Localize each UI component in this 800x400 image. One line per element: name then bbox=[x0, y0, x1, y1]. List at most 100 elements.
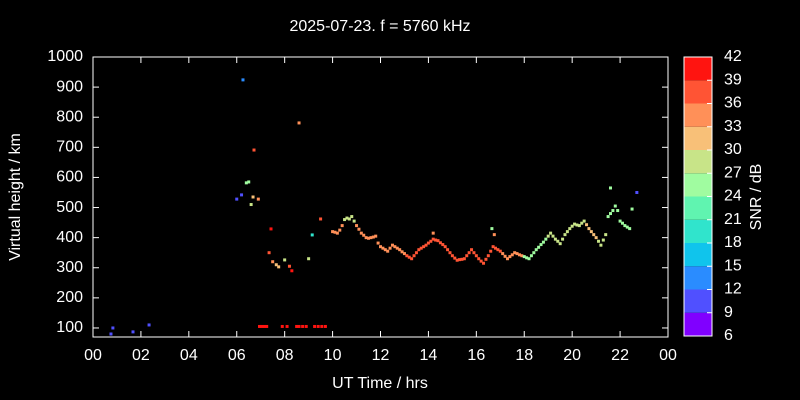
point bbox=[393, 245, 397, 249]
x-tick-label: 00 bbox=[84, 347, 102, 364]
point bbox=[490, 227, 494, 231]
point bbox=[277, 265, 281, 269]
point bbox=[609, 186, 612, 190]
point bbox=[611, 209, 615, 213]
point bbox=[529, 254, 533, 258]
y-tick-label: 900 bbox=[56, 78, 83, 95]
x-tick-label: 08 bbox=[276, 347, 294, 364]
point bbox=[319, 217, 323, 221]
point bbox=[274, 263, 278, 267]
point bbox=[508, 255, 512, 259]
point bbox=[558, 242, 562, 246]
x-tick-label: 00 bbox=[659, 347, 677, 364]
point bbox=[422, 245, 426, 249]
point bbox=[343, 218, 347, 222]
y-tick-label: 100 bbox=[56, 319, 83, 336]
point bbox=[563, 233, 567, 237]
y-tick-label: 300 bbox=[56, 259, 83, 276]
point bbox=[247, 180, 251, 184]
point bbox=[340, 224, 344, 228]
point bbox=[424, 243, 428, 247]
point bbox=[628, 227, 632, 231]
y-tick-label: 700 bbox=[56, 139, 83, 156]
point bbox=[283, 258, 287, 262]
point bbox=[436, 239, 440, 243]
point bbox=[307, 257, 311, 261]
point bbox=[271, 260, 275, 264]
colorbar-band bbox=[684, 289, 712, 313]
colorbar-tick-label: 18 bbox=[724, 234, 742, 251]
point bbox=[374, 234, 378, 238]
colorbar-band bbox=[684, 243, 712, 267]
point bbox=[482, 261, 486, 265]
point bbox=[455, 258, 459, 262]
point bbox=[350, 215, 354, 219]
point bbox=[505, 257, 509, 261]
colorbar-tick-label: 39 bbox=[724, 71, 742, 88]
colorbar-band bbox=[684, 173, 712, 197]
colorbar-band bbox=[684, 219, 712, 243]
point bbox=[395, 246, 399, 250]
x-tick-label: 06 bbox=[228, 347, 246, 364]
point bbox=[625, 225, 629, 229]
point bbox=[532, 251, 536, 255]
colorbar-tick-label: 33 bbox=[724, 118, 742, 135]
point bbox=[335, 231, 339, 235]
colorbar-band bbox=[684, 80, 712, 104]
point bbox=[599, 243, 603, 247]
point bbox=[269, 227, 273, 231]
point bbox=[280, 324, 284, 328]
point bbox=[589, 230, 593, 234]
colorbar-band bbox=[684, 57, 712, 81]
point bbox=[265, 324, 269, 328]
point bbox=[320, 324, 324, 328]
chart-title: 2025-07-23. f = 5760 kHz bbox=[289, 18, 470, 35]
point bbox=[549, 231, 553, 235]
point bbox=[355, 224, 359, 228]
point bbox=[517, 253, 521, 257]
point bbox=[513, 251, 517, 255]
point bbox=[431, 231, 435, 235]
point bbox=[369, 236, 373, 240]
point bbox=[357, 227, 361, 231]
x-tick-label: 16 bbox=[467, 347, 485, 364]
x-axis-label: UT Time / hrs bbox=[332, 375, 428, 392]
colorbar-tick-label: 30 bbox=[724, 141, 742, 158]
point bbox=[376, 241, 380, 245]
point bbox=[544, 237, 548, 241]
point bbox=[402, 252, 406, 256]
colorbar-band bbox=[684, 312, 712, 336]
point bbox=[515, 252, 519, 256]
point bbox=[252, 148, 256, 152]
point bbox=[582, 219, 586, 223]
point bbox=[390, 243, 394, 247]
point bbox=[565, 230, 569, 234]
point bbox=[426, 241, 430, 245]
colorbar-tick-label: 36 bbox=[724, 95, 742, 112]
y-tick-label: 800 bbox=[56, 108, 83, 125]
point bbox=[585, 223, 589, 227]
point bbox=[551, 234, 555, 238]
y-tick-label: 1000 bbox=[47, 48, 83, 65]
point bbox=[267, 251, 271, 255]
colorbar-tick-label: 12 bbox=[724, 281, 742, 298]
point bbox=[431, 237, 435, 241]
point bbox=[561, 237, 565, 241]
point bbox=[486, 254, 490, 258]
point bbox=[323, 324, 327, 328]
point bbox=[458, 258, 462, 262]
point bbox=[262, 324, 266, 328]
colorbar-band bbox=[684, 103, 712, 127]
point bbox=[527, 257, 531, 261]
point bbox=[477, 257, 481, 261]
point bbox=[568, 227, 572, 231]
point bbox=[616, 209, 620, 213]
point bbox=[240, 193, 244, 197]
point bbox=[604, 233, 608, 237]
point bbox=[290, 269, 294, 273]
point bbox=[316, 324, 320, 328]
colorbar-tick-label: 9 bbox=[724, 304, 733, 321]
point bbox=[412, 254, 416, 258]
point bbox=[460, 257, 464, 261]
